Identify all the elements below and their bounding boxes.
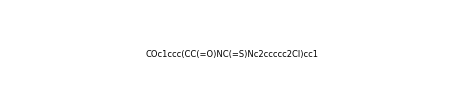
Text: COc1ccc(CC(=O)NC(=S)Nc2ccccc2Cl)cc1: COc1ccc(CC(=O)NC(=S)Nc2ccccc2Cl)cc1 bbox=[145, 49, 318, 59]
